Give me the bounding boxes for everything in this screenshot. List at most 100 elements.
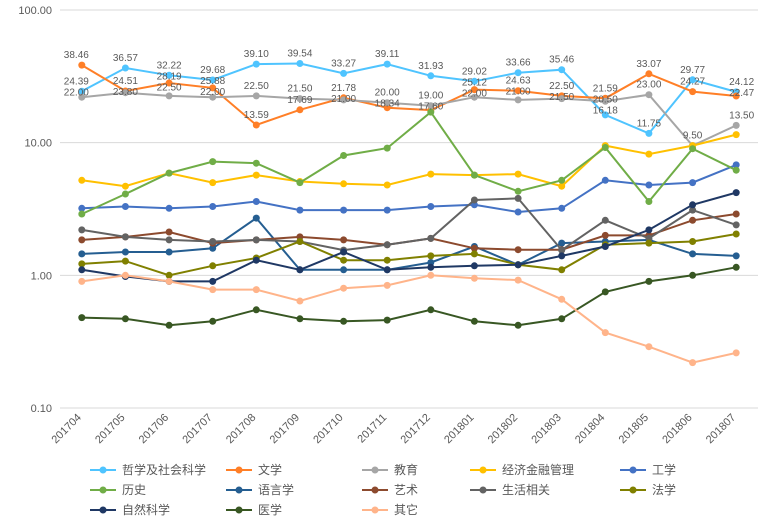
series-marker: [122, 203, 129, 210]
data-label: 29.77: [680, 65, 705, 76]
series-marker: [602, 329, 609, 336]
series-marker: [340, 236, 347, 243]
series-marker: [253, 92, 260, 99]
series-marker: [645, 240, 652, 247]
series-marker: [209, 238, 216, 245]
series-marker: [515, 188, 522, 195]
series-marker: [471, 250, 478, 257]
series-marker: [296, 106, 303, 113]
series-marker: [166, 272, 173, 279]
series-marker: [166, 92, 173, 99]
data-label: 17.69: [287, 95, 312, 106]
series-marker: [515, 277, 522, 284]
series-marker: [689, 250, 696, 257]
series-marker: [122, 258, 129, 265]
series-marker: [209, 158, 216, 165]
series-marker: [558, 252, 565, 259]
series-marker: [122, 272, 129, 279]
series-marker: [384, 207, 391, 214]
y-tick-label: 1.00: [31, 270, 52, 282]
series-marker: [384, 257, 391, 264]
series-marker: [253, 286, 260, 293]
series-marker: [515, 195, 522, 202]
series-marker: [471, 275, 478, 282]
data-label: 35.46: [549, 55, 574, 66]
series-marker: [602, 217, 609, 224]
data-label: 39.11: [375, 49, 400, 60]
series-marker: [166, 205, 173, 212]
series-marker: [78, 177, 85, 184]
series-marker: [340, 207, 347, 214]
series-marker: [296, 315, 303, 322]
series-marker: [645, 343, 652, 350]
legend-label: 历史: [122, 483, 146, 497]
data-label: 24.63: [506, 76, 531, 87]
series-marker: [515, 261, 522, 268]
y-tick-label: 10.00: [24, 138, 52, 150]
data-label: 24.12: [729, 77, 754, 88]
legend-label: 工学: [652, 462, 676, 477]
series-marker: [645, 130, 652, 137]
series-marker: [602, 288, 609, 295]
series-marker: [515, 209, 522, 216]
data-label: 31.93: [418, 61, 443, 72]
legend-label: 经济金融管理: [502, 462, 574, 477]
series-marker: [78, 211, 85, 218]
data-label: 18.34: [375, 99, 400, 110]
series-marker: [515, 246, 522, 253]
legend-label: 语言学: [258, 482, 294, 497]
series-marker: [340, 285, 347, 292]
series-marker: [427, 72, 434, 79]
series-marker: [689, 88, 696, 95]
series-marker: [340, 180, 347, 187]
data-label: 21.50: [549, 92, 574, 103]
data-label: 22.47: [729, 88, 754, 99]
legend-marker: [630, 467, 637, 474]
series-marker: [166, 236, 173, 243]
series-marker: [733, 131, 740, 138]
series-marker: [253, 257, 260, 264]
series-marker: [209, 262, 216, 269]
data-label: 21.59: [593, 83, 618, 94]
data-label: 11.75: [637, 118, 662, 129]
data-label: 32.22: [157, 60, 182, 71]
series-marker: [427, 235, 434, 242]
series-marker: [209, 203, 216, 210]
series-marker: [602, 232, 609, 239]
series-marker: [340, 249, 347, 256]
data-label: 22.50: [549, 81, 574, 92]
series-marker: [689, 238, 696, 245]
series-marker: [558, 315, 565, 322]
series-marker: [209, 318, 216, 325]
data-label: 22.00: [64, 87, 89, 98]
legend-label: 教育: [394, 462, 418, 477]
data-label: 21.78: [331, 83, 356, 94]
series-marker: [122, 233, 129, 240]
series-marker: [166, 322, 173, 329]
data-label: 29.02: [462, 66, 487, 77]
legend-marker: [372, 487, 379, 494]
data-label: 19.00: [418, 91, 443, 102]
series-marker: [384, 266, 391, 273]
legend-marker: [100, 507, 107, 514]
data-label: 33.07: [636, 59, 661, 70]
legend-marker: [100, 467, 107, 474]
series-marker: [558, 296, 565, 303]
series-marker: [166, 249, 173, 256]
series-marker: [78, 236, 85, 243]
data-label: 21.00: [506, 87, 531, 98]
series-marker: [340, 152, 347, 159]
series-marker: [166, 278, 173, 285]
series-marker: [122, 191, 129, 198]
series-marker: [78, 266, 85, 273]
series-marker: [209, 278, 216, 285]
data-label: 22.00: [200, 87, 225, 98]
data-label: 24.51: [113, 76, 138, 87]
series-marker: [253, 236, 260, 243]
line-chart: 0.101.0010.00100.00201704201705201706201…: [0, 0, 768, 531]
series-marker: [427, 306, 434, 313]
series-marker: [296, 60, 303, 67]
data-label: 17.60: [418, 102, 443, 113]
legend-label: 生活相关: [502, 483, 550, 497]
series-marker: [78, 278, 85, 285]
